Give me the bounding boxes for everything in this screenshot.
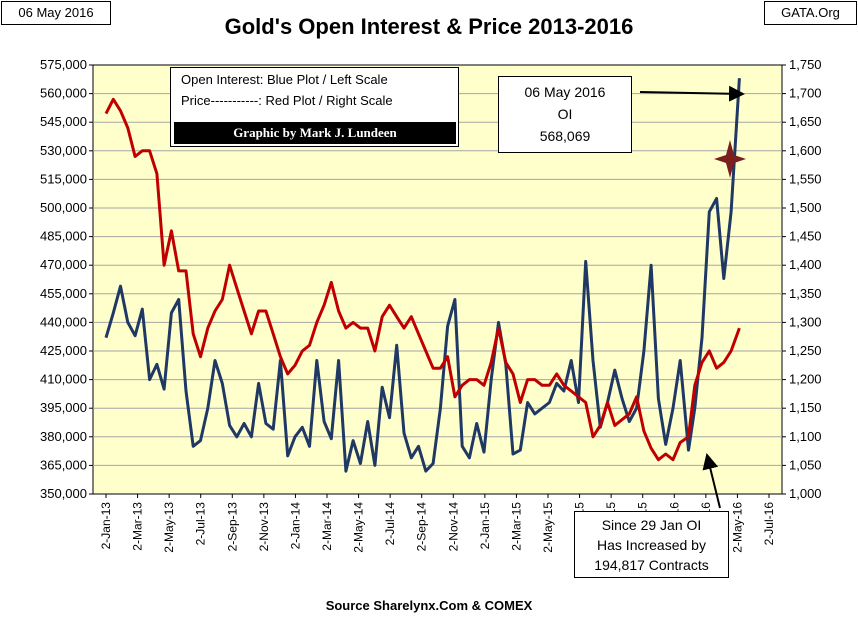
- source-label: Source Sharelynx.Com & COMEX: [325, 598, 533, 613]
- x-tick-label: 2-Jan-14: [288, 502, 302, 550]
- x-tick-label: 2-Sep-13: [225, 502, 239, 552]
- x-tick-label: 2-Jan-15: [478, 502, 492, 550]
- x-tick-label: 2-Sep-14: [415, 502, 429, 552]
- right-tick-label: 1,150: [789, 400, 822, 415]
- x-tick-label: 2-May-15: [541, 502, 555, 553]
- annotation-arrows: [639, 85, 746, 509]
- right-tick-label: 1,500: [789, 200, 822, 215]
- since-annotation-line1: Since 29 Jan OI: [601, 517, 702, 533]
- left-tick-label: 380,000: [40, 429, 87, 444]
- series-lines: [104, 78, 741, 473]
- left-tick-label: 440,000: [40, 314, 87, 329]
- credit-label: Graphic by Mark J. Lundeen: [174, 122, 456, 144]
- legend-line-oi: Open Interest: Blue Plot / Left Scale: [181, 72, 388, 87]
- chart-title: Gold's Open Interest & Price 2013-2016: [224, 14, 634, 39]
- left-tick-label: 425,000: [40, 343, 87, 358]
- x-tick-label: 2-May-13: [162, 502, 176, 553]
- legend-line-price: Price-----------: Red Plot / Right Scale: [181, 93, 393, 108]
- right-tick-label: 1,300: [789, 314, 822, 329]
- x-tick-label: 2-May-14: [352, 502, 366, 553]
- oi-annotation-value: 568,069: [539, 128, 591, 144]
- left-tick-label: 350,000: [40, 486, 87, 501]
- left-tick-label: 500,000: [40, 200, 87, 215]
- oi-annotation-label: OI: [557, 106, 573, 122]
- right-tick-label: 1,050: [789, 457, 822, 472]
- left-tick-label: 365,000: [40, 457, 87, 472]
- right-tick-label: 1,700: [789, 86, 822, 101]
- price-line: [104, 97, 741, 462]
- oi-annotation-date: 06 May 2016: [524, 84, 606, 100]
- right-tick-label: 1,350: [789, 286, 822, 301]
- right-tick-label: 1,200: [789, 372, 822, 387]
- x-tick-label: 2-Mar-15: [509, 502, 523, 551]
- right-tick-label: 1,000: [789, 486, 822, 501]
- left-axis-ticks: 350,000 365,000 380,000 395,000 410,000 425,0…: [40, 57, 93, 501]
- x-tick-label: 2-Mar-13: [131, 502, 145, 551]
- left-tick-label: 485,000: [40, 229, 87, 244]
- since-annotation-box: Since 29 Jan OI Has Increased by 194,817…: [574, 511, 729, 578]
- site-label: GATA.Org: [764, 1, 857, 25]
- left-tick-label: 515,000: [40, 171, 87, 186]
- grid: [93, 93, 782, 466]
- left-tick-label: 575,000: [40, 57, 87, 72]
- right-tick-label: 1,650: [789, 114, 822, 129]
- left-tick-label: 560,000: [40, 86, 87, 101]
- right-tick-label: 1,600: [789, 143, 822, 158]
- x-tick-label: 2-Jul-16: [762, 502, 776, 546]
- x-tick-label: 2-Jan-13: [99, 502, 113, 550]
- right-tick-label: 1,100: [789, 429, 822, 444]
- left-tick-label: 455,000: [40, 286, 87, 301]
- since-annotation-arrow: [702, 453, 721, 509]
- x-tick-label: 2-Nov-13: [257, 502, 271, 552]
- right-tick-label: 1,750: [789, 57, 822, 72]
- x-tick-label: 2-Jul-14: [383, 502, 397, 546]
- legend-box: Open Interest: Blue Plot / Left Scale Pr…: [170, 67, 459, 147]
- date-label: 06 May 2016: [1, 1, 111, 25]
- right-tick-label: 1,550: [789, 171, 822, 186]
- oi-annotation-arrow: [639, 85, 745, 102]
- since-annotation-line2: Has Increased by: [597, 537, 706, 553]
- oi-line: [104, 78, 741, 473]
- left-tick-label: 545,000: [40, 114, 87, 129]
- left-tick-label: 395,000: [40, 400, 87, 415]
- x-tick-label: 2-Nov-14: [446, 502, 460, 552]
- right-tick-label: 1,250: [789, 343, 822, 358]
- star-marker: [714, 140, 746, 178]
- x-tick-label: 2-May-16: [730, 502, 744, 553]
- x-tick-label: 2-Jul-13: [194, 502, 208, 546]
- since-annotation-line3: 194,817 Contracts: [594, 557, 709, 573]
- left-tick-label: 470,000: [40, 257, 87, 272]
- x-tick-label: 2-Mar-14: [320, 502, 334, 551]
- right-tick-label: 1,450: [789, 229, 822, 244]
- right-axis-ticks: 1,000 1,050 1,100 1,150 1,200 1,250 1,300 1,350…: [782, 57, 822, 501]
- right-tick-label: 1,400: [789, 257, 822, 272]
- left-tick-label: 530,000: [40, 143, 87, 158]
- left-tick-label: 410,000: [40, 372, 87, 387]
- oi-annotation-box: 06 May 2016 OI 568,069: [498, 76, 632, 153]
